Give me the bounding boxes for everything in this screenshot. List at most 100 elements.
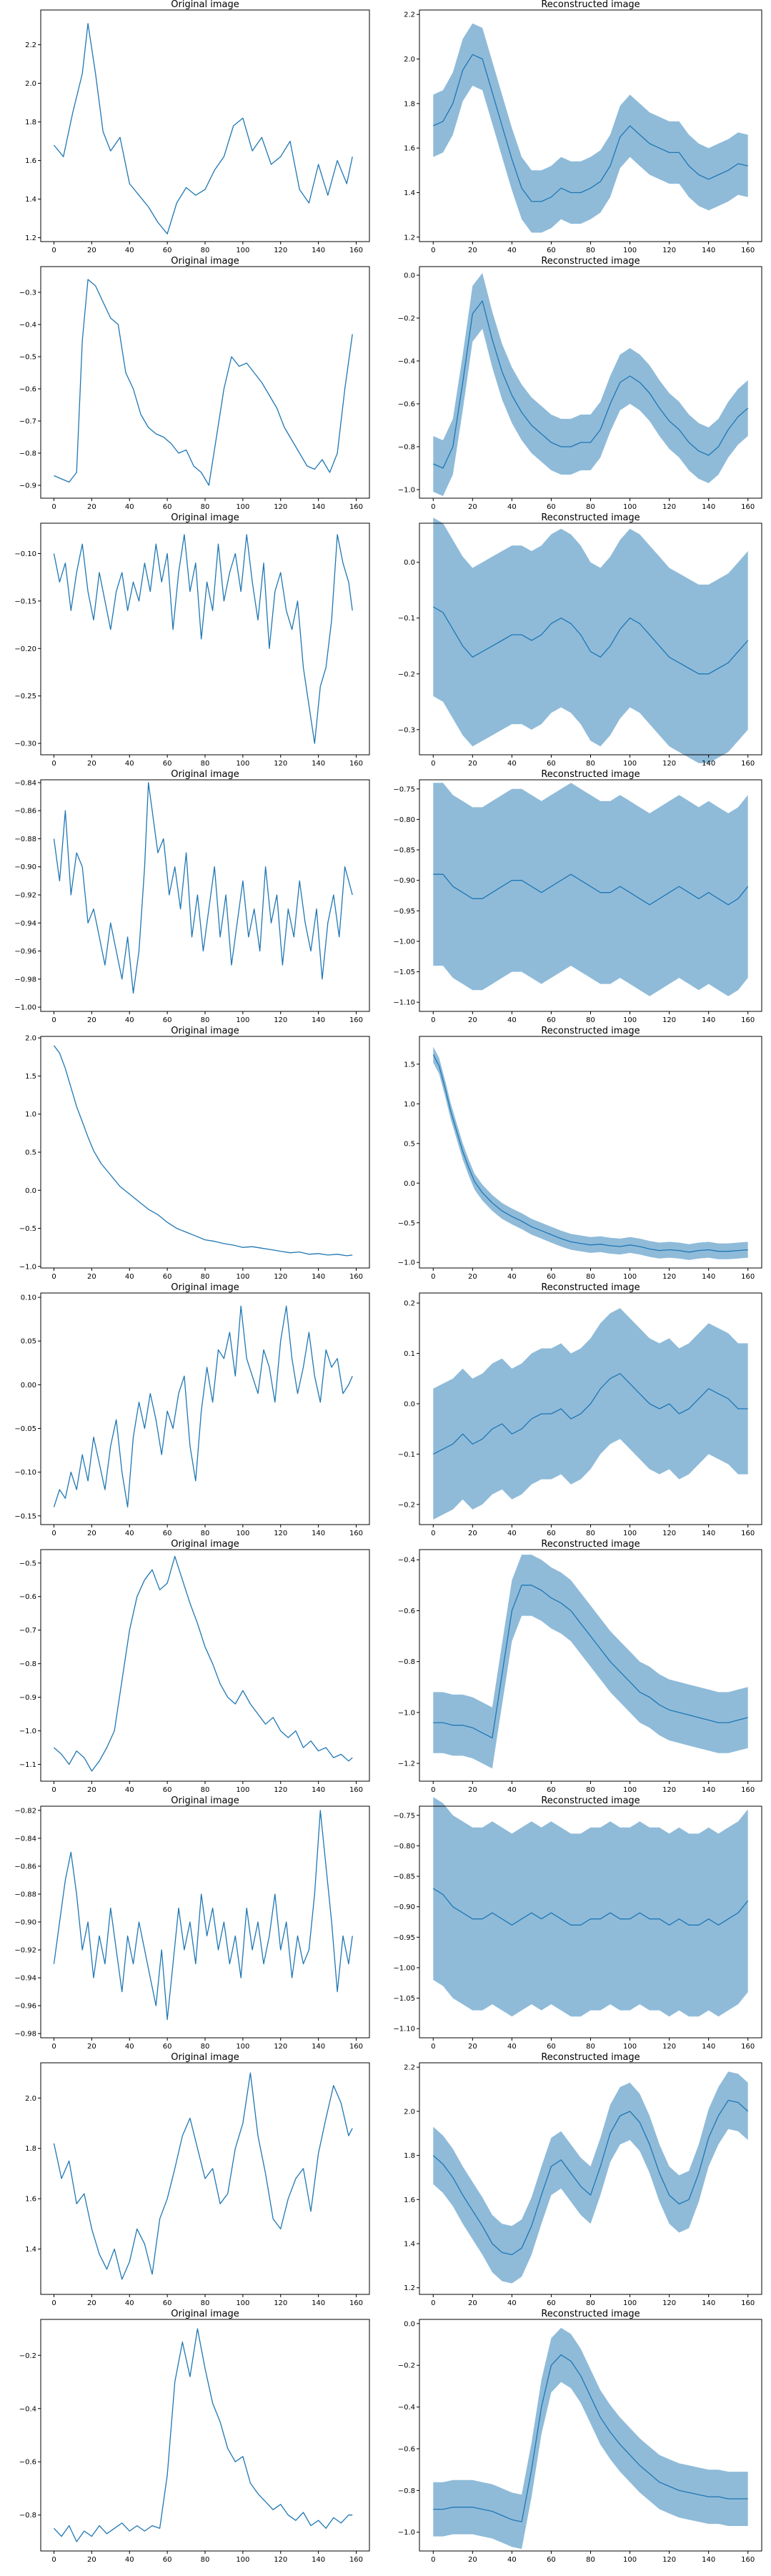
subplot-6: Reconstructed image 0 20 40 60 80 100 120 140 160… bbox=[398, 512, 762, 768]
x-tick-label: 120 bbox=[662, 1273, 676, 1281]
axes-frame bbox=[40, 266, 370, 499]
subplot-title: Original image bbox=[171, 1026, 239, 1036]
series-line bbox=[432, 1888, 749, 1926]
y-tick-label: −0.75 bbox=[393, 1812, 415, 1820]
confidence-band bbox=[433, 1555, 748, 1769]
y-tick-label: −0.90 bbox=[14, 863, 36, 871]
x-tick-label: 80 bbox=[201, 1016, 210, 1024]
x-tick-label: 80 bbox=[586, 503, 595, 511]
y-tick-label: −1.05 bbox=[393, 969, 415, 976]
y-tick-label: −0.5 bbox=[398, 1219, 415, 1227]
x-tick-label: 40 bbox=[507, 1273, 517, 1281]
y-tick-label: −0.4 bbox=[398, 358, 415, 366]
y-tick-label: −0.1 bbox=[398, 1451, 415, 1459]
x-tick-label: 140 bbox=[312, 1273, 325, 1281]
y-tick-label: 1.8 bbox=[25, 119, 36, 127]
y-tick-label: −1.10 bbox=[393, 999, 415, 1007]
x-tick-label: 160 bbox=[741, 247, 755, 254]
y-tick-label: 1.0 bbox=[25, 1111, 36, 1119]
x-tick-label: 100 bbox=[623, 1530, 637, 1537]
subplot-title: Reconstructed image bbox=[541, 1795, 640, 1806]
y-tick-label: 0.0 bbox=[404, 2320, 415, 2328]
x-tick-label: 40 bbox=[125, 2556, 134, 2564]
x-tick-label: 160 bbox=[349, 1530, 363, 1537]
x-tick-label: 60 bbox=[163, 503, 172, 511]
x-tick-label: 0 bbox=[51, 1530, 56, 1537]
x-tick-label: 20 bbox=[468, 2556, 477, 2564]
y-tick-label: −1.0 bbox=[398, 1709, 415, 1717]
axes-frame bbox=[40, 9, 370, 242]
x-tick-label: 100 bbox=[236, 1786, 249, 1794]
y-tick-label: −0.90 bbox=[14, 1919, 36, 1927]
y-tick-label: −0.8 bbox=[19, 450, 36, 458]
x-tick-label: 40 bbox=[125, 1530, 134, 1537]
x-tick-label: 20 bbox=[468, 2299, 477, 2307]
x-tick-label: 60 bbox=[547, 2299, 556, 2307]
x-tick-label: 100 bbox=[623, 2299, 637, 2307]
y-tick-label: −1.00 bbox=[14, 1004, 36, 1012]
x-tick-label: 40 bbox=[125, 2299, 134, 2307]
y-tick-label: −0.6 bbox=[398, 1607, 415, 1615]
y-tick-label: −0.80 bbox=[393, 816, 415, 824]
y-tick-label: −1.10 bbox=[393, 2026, 415, 2033]
x-tick-label: 120 bbox=[662, 2299, 676, 2307]
y-tick-label: −0.8 bbox=[398, 444, 415, 452]
confidence-band bbox=[433, 2071, 748, 2284]
y-tick-label: −0.8 bbox=[398, 1658, 415, 1666]
x-tick-label: 160 bbox=[741, 1016, 755, 1024]
y-tick-label: 1.5 bbox=[25, 1073, 36, 1081]
y-tick-label: 1.4 bbox=[404, 189, 415, 197]
x-tick-label: 80 bbox=[586, 1786, 595, 1794]
subplot-title: Original image bbox=[171, 1282, 239, 1293]
x-tick-label: 140 bbox=[312, 2556, 325, 2564]
x-tick-label: 0 bbox=[51, 2299, 56, 2307]
y-tick-label: −0.2 bbox=[398, 1501, 415, 1509]
x-tick-label: 60 bbox=[547, 2556, 556, 2564]
x-tick-label: 140 bbox=[702, 247, 715, 254]
x-tick-label: 60 bbox=[547, 1273, 556, 1281]
x-tick-label: 100 bbox=[236, 1016, 249, 1024]
y-tick-label: 0.00 bbox=[21, 1382, 36, 1389]
y-tick-label: −0.82 bbox=[14, 1807, 36, 1815]
x-tick-label: 0 bbox=[51, 503, 56, 511]
series-line bbox=[432, 606, 749, 675]
y-tick-label: 2.0 bbox=[25, 80, 36, 88]
subplot-2: Reconstructed image 0 20 40 60 80 100 120 140 160… bbox=[404, 0, 762, 254]
y-tick-label: −0.10 bbox=[14, 550, 36, 558]
x-tick-label: 120 bbox=[662, 247, 676, 254]
y-tick-label: 2.0 bbox=[404, 56, 415, 64]
x-tick-label: 140 bbox=[702, 1530, 715, 1537]
y-tick-label: −0.75 bbox=[393, 786, 415, 793]
y-tick-label: −0.4 bbox=[398, 1557, 415, 1565]
y-tick-label: 1.5 bbox=[404, 1061, 415, 1069]
subplot-title: Original image bbox=[171, 2309, 239, 2319]
x-tick-label: 140 bbox=[312, 1786, 325, 1794]
series-line bbox=[53, 1045, 353, 1257]
x-tick-label: 100 bbox=[236, 1273, 249, 1281]
subplot-9: Original image 0 20 40 60 80 100 120 140 160 −1.0 −… bbox=[19, 1026, 370, 1281]
x-tick-label: 120 bbox=[274, 247, 287, 254]
y-tick-label: −1.00 bbox=[393, 938, 415, 946]
x-tick-label: 60 bbox=[547, 503, 556, 511]
y-tick-label: −0.6 bbox=[19, 2459, 36, 2467]
x-tick-label: 160 bbox=[741, 1273, 755, 1281]
x-tick-label: 120 bbox=[662, 1786, 676, 1794]
x-tick-label: 0 bbox=[431, 1786, 435, 1794]
x-tick-label: 120 bbox=[662, 503, 676, 511]
y-tick-label: −0.7 bbox=[19, 1627, 36, 1635]
x-tick-label: 160 bbox=[349, 1786, 363, 1794]
axes-frame bbox=[419, 1036, 762, 1269]
subplot-title: Reconstructed image bbox=[541, 512, 640, 523]
axes-frame bbox=[40, 1549, 370, 1782]
subplot-7: Original image 0 20 40 60 80 100 120 140 160 −1.00… bbox=[14, 769, 370, 1024]
y-tick-label: 2.2 bbox=[25, 41, 36, 49]
y-tick-label: −0.25 bbox=[14, 693, 36, 700]
x-tick-label: 140 bbox=[702, 760, 715, 768]
series-line bbox=[53, 1305, 353, 1508]
x-tick-label: 120 bbox=[274, 1016, 287, 1024]
x-tick-label: 80 bbox=[586, 760, 595, 768]
x-tick-label: 100 bbox=[236, 1530, 249, 1537]
y-tick-label: −0.96 bbox=[14, 2003, 36, 2011]
x-tick-label: 140 bbox=[702, 503, 715, 511]
x-tick-label: 80 bbox=[201, 1530, 210, 1537]
